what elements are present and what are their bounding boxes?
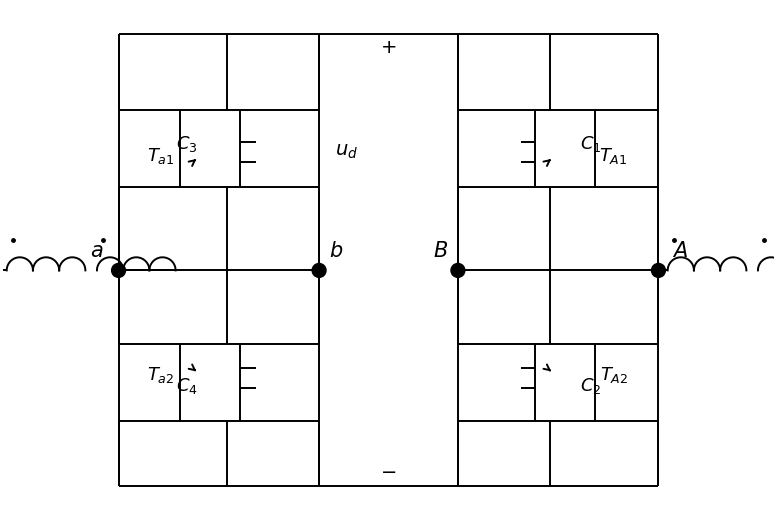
- Text: $a$: $a$: [90, 242, 103, 261]
- Text: $B$: $B$: [434, 241, 448, 261]
- Circle shape: [451, 264, 465, 277]
- Circle shape: [312, 264, 326, 277]
- Text: $T_{A2}$: $T_{A2}$: [600, 365, 628, 384]
- Bar: [180, 110, 240, 187]
- Bar: [535, 110, 595, 187]
- Bar: [180, 344, 240, 421]
- Text: $T_{a1}$: $T_{a1}$: [147, 146, 175, 166]
- Polygon shape: [220, 374, 233, 391]
- Text: $C_1$: $C_1$: [580, 134, 601, 154]
- Polygon shape: [574, 374, 588, 391]
- Bar: [535, 344, 595, 421]
- Text: $C_4$: $C_4$: [176, 376, 197, 396]
- Polygon shape: [574, 140, 588, 157]
- Text: $T_{a2}$: $T_{a2}$: [147, 365, 175, 384]
- Text: $b$: $b$: [329, 241, 343, 261]
- Polygon shape: [220, 140, 233, 157]
- Text: $+$: $+$: [380, 38, 397, 57]
- Circle shape: [112, 264, 126, 277]
- Circle shape: [651, 264, 665, 277]
- Text: $A$: $A$: [672, 241, 688, 261]
- Text: $u_d$: $u_d$: [335, 143, 357, 161]
- Text: $-$: $-$: [381, 461, 396, 480]
- Text: $C_2$: $C_2$: [580, 376, 601, 396]
- Text: $T_{A1}$: $T_{A1}$: [600, 146, 628, 166]
- Text: $C_3$: $C_3$: [176, 134, 197, 154]
